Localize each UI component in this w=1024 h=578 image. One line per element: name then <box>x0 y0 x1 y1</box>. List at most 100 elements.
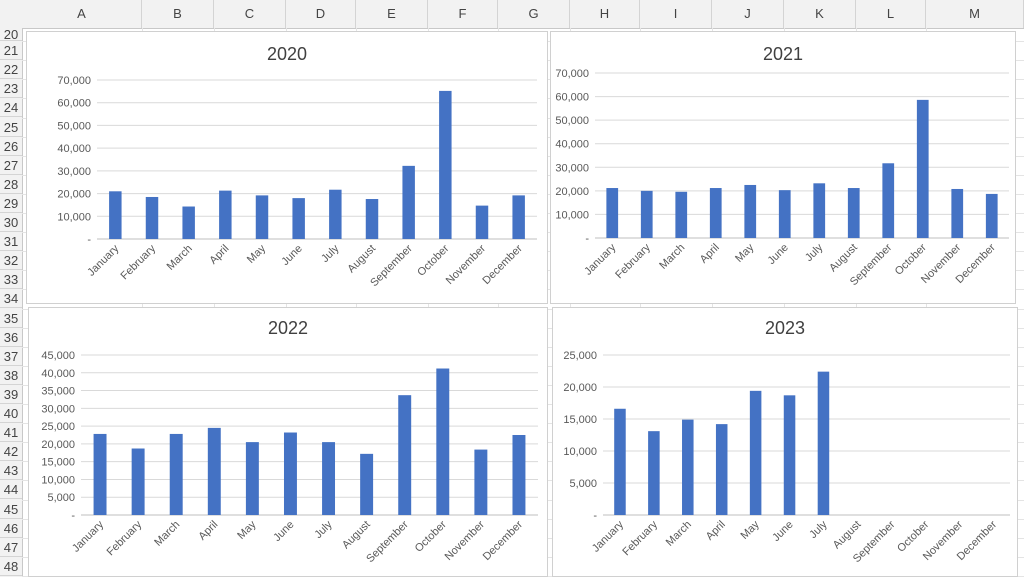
chart-2023[interactable]: 2023 -5,000 10,000 15,000 20,000 25,000 Janua… <box>552 307 1018 577</box>
chart-2021[interactable]: 2021 - 10,000 20,000 30,000 40,000 50,000 60,0… <box>550 31 1016 304</box>
bar[interactable] <box>640 190 653 238</box>
chart-2020[interactable]: 2020 - 10,000 20,000 30,000 40,000 50,000 60,0… <box>26 31 548 304</box>
bar[interactable] <box>916 99 929 238</box>
bar[interactable] <box>402 165 415 239</box>
y-tick-label: - <box>87 234 91 246</box>
row-header[interactable]: 48 <box>0 556 22 576</box>
row-header[interactable]: 20 <box>0 28 22 41</box>
bar[interactable] <box>93 433 107 515</box>
column-header[interactable]: D <box>286 0 356 28</box>
bar[interactable] <box>109 191 122 239</box>
row-header[interactable]: 40 <box>0 404 22 424</box>
bar[interactable] <box>329 189 342 239</box>
column-header[interactable]: K <box>784 0 856 28</box>
bar[interactable] <box>882 163 895 238</box>
column-header[interactable]: I <box>640 0 712 28</box>
x-tick-label: September <box>364 518 411 565</box>
bar[interactable] <box>207 427 221 515</box>
bar[interactable] <box>475 205 489 239</box>
bar[interactable] <box>744 184 757 238</box>
row-header[interactable]: 45 <box>0 499 22 519</box>
column-header[interactable]: J <box>712 0 784 28</box>
column-header[interactable]: L <box>856 0 926 28</box>
x-tick-label: March <box>664 519 694 549</box>
row-header[interactable]: 23 <box>0 79 22 99</box>
row-header[interactable]: 39 <box>0 384 22 404</box>
bar[interactable] <box>398 395 412 515</box>
x-tick-label: April <box>207 243 231 267</box>
row-header[interactable]: 43 <box>0 461 22 481</box>
bar[interactable] <box>715 424 728 515</box>
bar[interactable] <box>255 195 269 239</box>
row-header[interactable]: 33 <box>0 270 22 290</box>
column-header[interactable]: B <box>142 0 214 28</box>
bar[interactable] <box>283 432 297 515</box>
bar[interactable] <box>436 368 450 515</box>
row-header[interactable]: 37 <box>0 346 22 366</box>
bar[interactable] <box>682 419 694 515</box>
bar[interactable] <box>439 90 452 239</box>
bar[interactable] <box>709 188 722 238</box>
bar[interactable] <box>182 206 195 239</box>
bar[interactable] <box>322 442 336 515</box>
y-tick-label: 25,000 <box>563 350 597 362</box>
bar[interactable] <box>606 188 619 238</box>
row-header[interactable]: 38 <box>0 365 22 385</box>
bar[interactable] <box>512 195 525 239</box>
row-header[interactable]: 26 <box>0 136 22 156</box>
y-tick-label: 35,000 <box>41 386 75 398</box>
bar[interactable] <box>847 188 860 238</box>
row-header[interactable]: 22 <box>0 60 22 80</box>
row-header[interactable]: 27 <box>0 155 22 175</box>
row-header[interactable]: 21 <box>0 41 22 61</box>
bar[interactable] <box>675 191 688 238</box>
bar[interactable] <box>245 442 259 515</box>
bar[interactable] <box>512 435 526 515</box>
y-tick-label: 5,000 <box>569 478 597 490</box>
bar[interactable] <box>169 433 183 515</box>
x-tick-label: August <box>345 243 378 276</box>
bar[interactable] <box>778 190 791 238</box>
row-header[interactable]: 28 <box>0 174 22 194</box>
row-header[interactable]: 36 <box>0 327 22 347</box>
bar[interactable] <box>951 188 964 238</box>
bar[interactable] <box>648 431 660 515</box>
bar[interactable] <box>783 395 796 515</box>
row-header[interactable]: 30 <box>0 213 22 233</box>
bar[interactable] <box>131 448 145 515</box>
row-header[interactable]: 32 <box>0 251 22 271</box>
row-header[interactable]: 34 <box>0 289 22 309</box>
chart-title: 2023 <box>764 318 806 338</box>
row-header[interactable]: 31 <box>0 232 22 252</box>
row-header[interactable]: 42 <box>0 442 22 462</box>
column-header[interactable]: F <box>428 0 498 28</box>
column-header[interactable]: C <box>214 0 286 28</box>
bar[interactable] <box>365 199 379 239</box>
row-header[interactable]: 24 <box>0 98 22 118</box>
row-header[interactable]: 35 <box>0 308 22 328</box>
bar[interactable] <box>813 183 826 238</box>
bar[interactable] <box>474 449 488 515</box>
row-header[interactable]: 25 <box>0 117 22 137</box>
row-header[interactable]: 47 <box>0 537 22 557</box>
bar[interactable] <box>749 390 762 515</box>
row-header[interactable]: 29 <box>0 193 22 213</box>
column-header[interactable]: A <box>22 0 142 28</box>
bar[interactable] <box>817 371 830 515</box>
bar[interactable] <box>614 408 626 515</box>
column-header[interactable]: G <box>498 0 570 28</box>
column-header[interactable]: M <box>926 0 1024 28</box>
bar[interactable] <box>292 198 305 239</box>
row-header[interactable]: 46 <box>0 518 22 538</box>
column-header[interactable]: E <box>356 0 428 28</box>
bar[interactable] <box>985 193 998 238</box>
row-header[interactable]: 41 <box>0 423 22 443</box>
bar[interactable] <box>145 196 159 239</box>
column-header[interactable]: H <box>570 0 640 28</box>
bar[interactable] <box>360 453 374 515</box>
row-header[interactable]: 44 <box>0 480 22 500</box>
x-tick-label: June <box>766 242 791 267</box>
bar[interactable] <box>219 190 232 239</box>
chart-2022[interactable]: 2022 - 5,000 10,000 15,000 20,000 25,000 30,00… <box>28 307 548 577</box>
